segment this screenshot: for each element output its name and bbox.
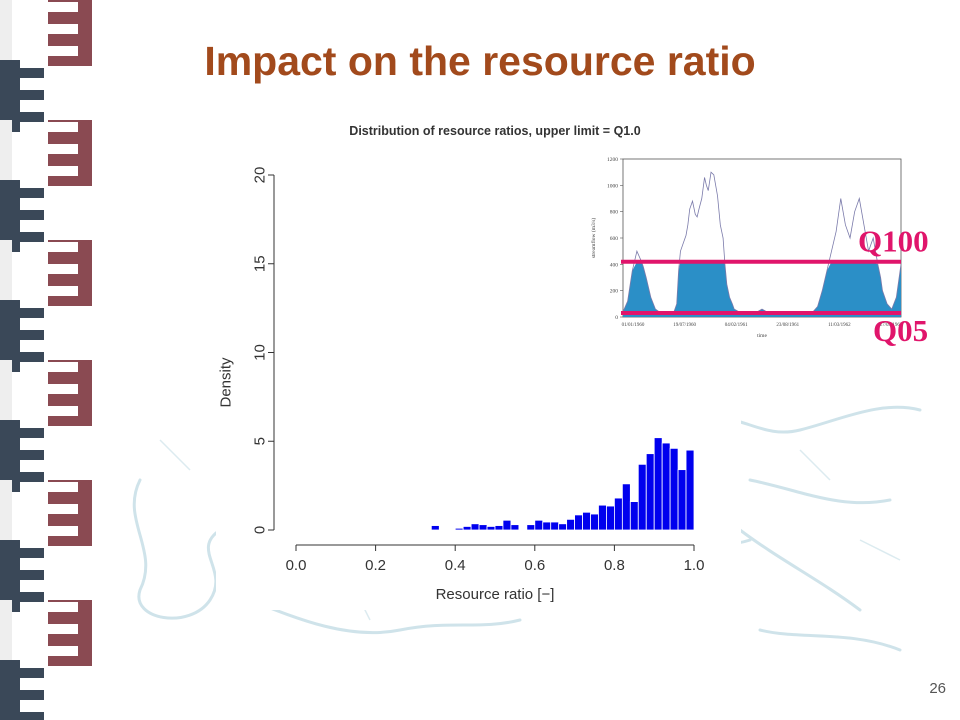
inset-x-tick-label: 23/08/1961: [776, 323, 799, 328]
histogram-bar: [462, 526, 472, 531]
histogram-bar: [510, 524, 520, 531]
histogram-bar: [542, 521, 552, 531]
histogram-bar: [502, 519, 512, 531]
inset-y-axis-label: streamflow (m3/s): [590, 218, 597, 259]
inset-y-tick-label: 800: [610, 210, 619, 216]
histogram-bar: [613, 497, 623, 531]
histogram-bar: [590, 513, 599, 531]
inset-y-tick-label: 0: [615, 315, 618, 321]
left-border-decoration: [0, 0, 92, 720]
decor-gap: [0, 480, 12, 540]
histogram-bar: [430, 525, 440, 531]
histogram-bar: [486, 526, 496, 531]
threshold-label-q05: Q05: [873, 313, 928, 348]
histogram-bar: [534, 519, 544, 531]
histogram-bar: [685, 449, 695, 531]
decor-dark-comb: [0, 420, 44, 492]
inset-y-tick-label: 600: [610, 236, 619, 242]
decor-dark-comb: [0, 180, 44, 252]
histogram-bar: [550, 521, 560, 531]
page-number: 26: [929, 680, 946, 697]
histogram-bar: [653, 437, 663, 531]
decor-red-comb: [48, 120, 92, 186]
histogram-bar: [566, 518, 576, 531]
x-tick-label: 1.0: [684, 557, 705, 574]
inset-x-tick-label: 04/02/1961: [725, 323, 748, 328]
histogram-bar: [669, 447, 679, 531]
x-tick-label: 0.8: [604, 557, 625, 574]
inset-x-tick-label: 11/03/1962: [828, 323, 851, 328]
x-axis-label: Resource ratio [−]: [436, 586, 555, 603]
y-axis-label: Density: [218, 357, 235, 408]
y-tick-label: 0: [252, 526, 269, 534]
x-tick-label: 0.6: [524, 557, 545, 574]
decor-red-comb: [48, 0, 92, 66]
decor-dark-comb: [0, 540, 44, 612]
streamflow-area: [623, 261, 901, 317]
y-tick-label: 15: [252, 255, 269, 272]
decor-red-comb: [48, 240, 92, 306]
streamflow-line: [622, 171, 902, 314]
inset-y-tick-label: 200: [610, 289, 619, 295]
histogram-bar: [637, 463, 647, 531]
histogram-bar: [526, 524, 536, 531]
histogram-bar: [478, 524, 488, 531]
y-tick-label: 20: [252, 167, 269, 184]
decor-gap: [0, 0, 12, 60]
x-tick-label: 0.4: [445, 557, 466, 574]
decor-gap: [0, 360, 12, 420]
inset-x-tick-label: 27/09/1962: [880, 323, 903, 328]
y-tick-label: 10: [252, 344, 269, 361]
inset-y-tick-label: 1000: [607, 183, 618, 189]
decor-red-comb: [48, 600, 92, 666]
histogram-bar: [574, 514, 583, 531]
streamflow-inset-chart: 0 200 400 600 800 1000 1200 streamflow (m3/s) 01…: [590, 157, 929, 348]
inset-y-tick-label: 400: [610, 262, 619, 268]
decor-red-comb: [48, 360, 92, 426]
x-tick-label: 0.2: [365, 557, 386, 574]
decor-gap: [0, 600, 12, 660]
slide-title: Impact on the resource ratio: [204, 38, 756, 84]
histogram-bar: [677, 469, 687, 531]
threshold-label-q100: Q100: [858, 224, 929, 259]
decor-dark-comb: [0, 60, 44, 132]
decor-gap: [0, 240, 12, 300]
histogram-bar: [606, 505, 615, 531]
inset-x-tick-label: 19/07/1960: [673, 323, 696, 328]
inset-x-tick-label: 01/01/1960: [622, 323, 645, 328]
histogram-bar: [494, 525, 504, 531]
resource-ratio-histogram: Distribution of resource ratios, upper l…: [218, 124, 705, 603]
histogram-bar: [629, 501, 639, 531]
histogram-bar: [645, 453, 655, 531]
histogram-bar: [454, 527, 464, 531]
streamflow-inset-panel: 0 200 400 600 800 1000 1200 streamflow (m3/s) 01…: [583, 147, 953, 357]
x-tick-label: 0.0: [286, 557, 307, 574]
decor-red-comb: [48, 480, 92, 546]
decor-gap: [0, 120, 12, 180]
histogram-bar: [661, 442, 671, 531]
inset-y-tick-label: 1200: [607, 157, 618, 163]
inset-x-axis-label: time: [757, 333, 767, 339]
chart-title: Distribution of resource ratios, upper l…: [349, 124, 640, 138]
decor-dark-comb: [0, 300, 44, 372]
y-tick-label: 5: [252, 437, 269, 445]
histogram-bar: [558, 523, 568, 531]
histogram-bar: [598, 504, 607, 531]
histogram-bar: [582, 511, 591, 531]
histogram-bar: [470, 523, 480, 531]
decor-dark-comb: [0, 660, 44, 720]
histogram-bar: [621, 483, 631, 531]
